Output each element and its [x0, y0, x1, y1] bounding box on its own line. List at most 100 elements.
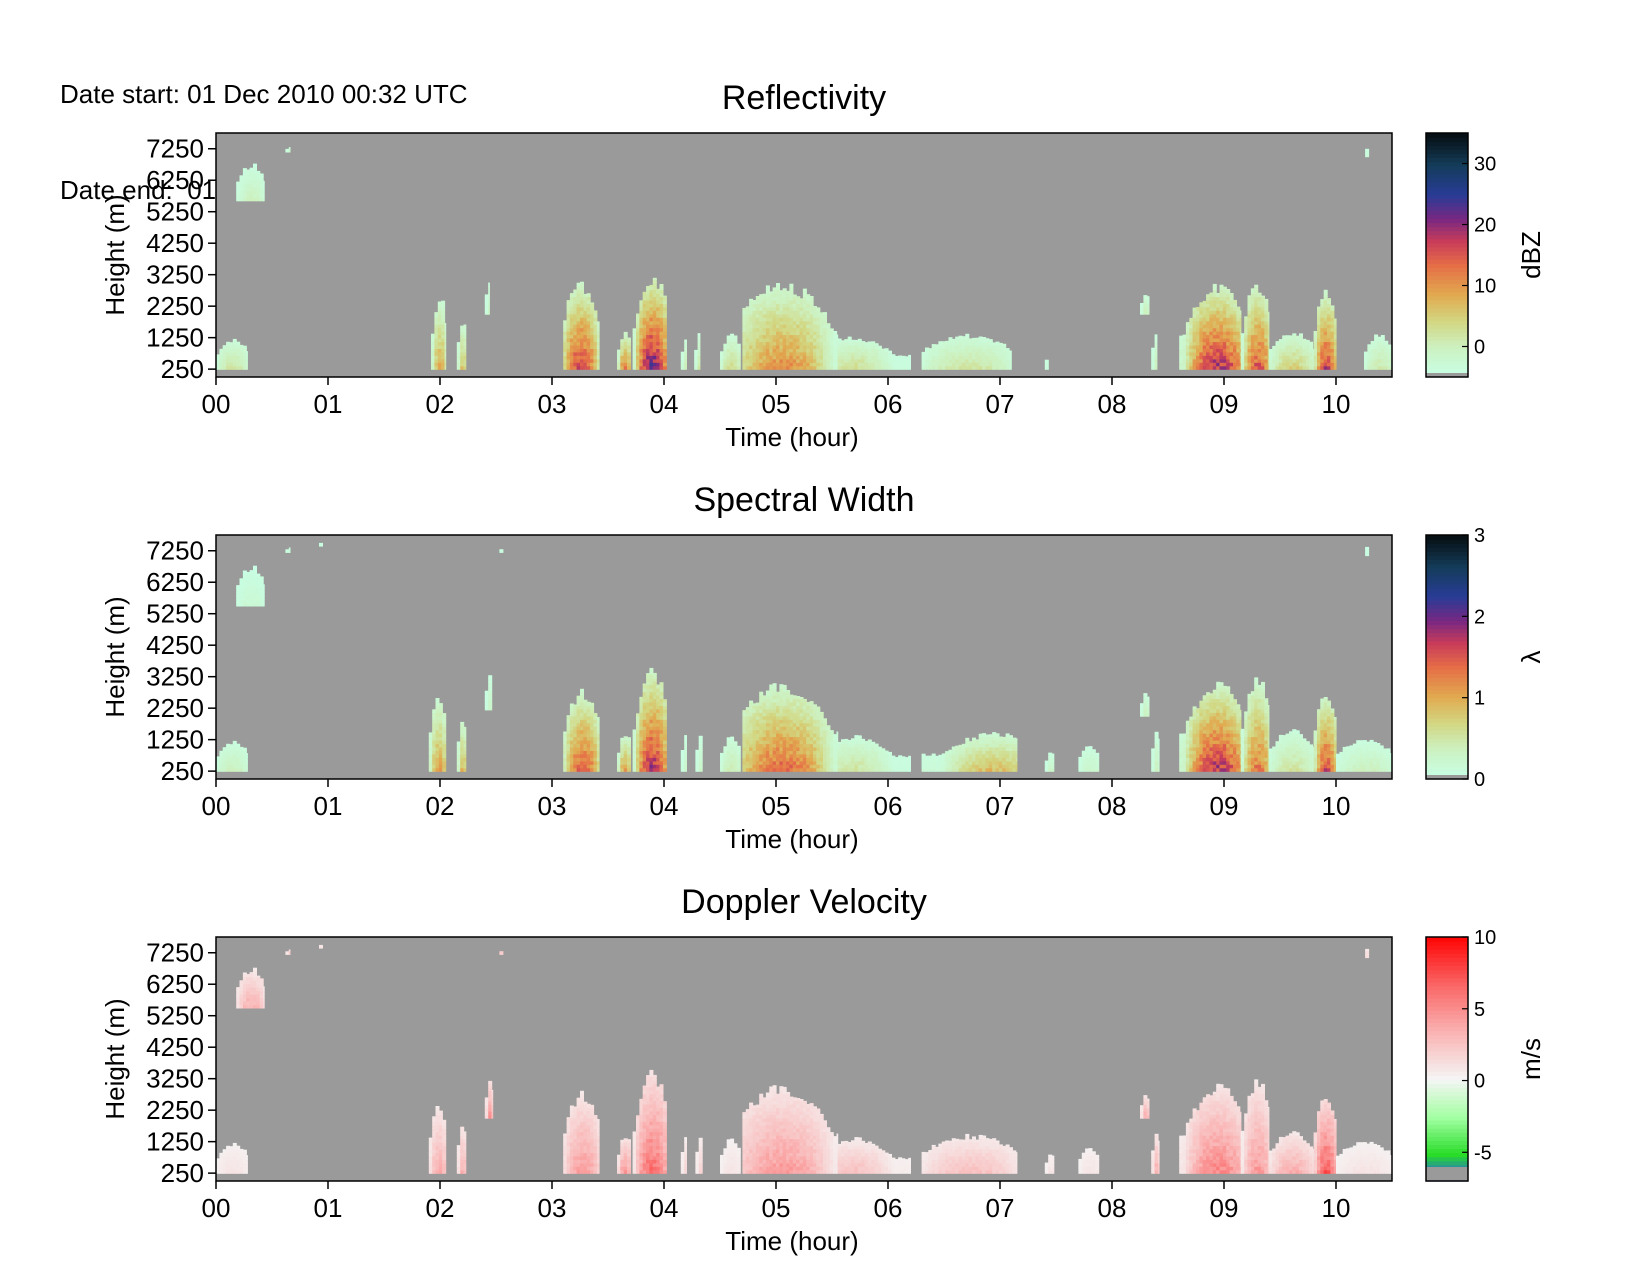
- echo-cell: [288, 547, 291, 550]
- echo-cell: [799, 726, 804, 731]
- echo-cell: [1185, 358, 1190, 363]
- echo-cell: [1189, 743, 1194, 748]
- colorbar-segment: [1426, 287, 1468, 293]
- echo-cell: [569, 750, 574, 755]
- echo-cell: [566, 767, 571, 772]
- echo-cell: [656, 705, 661, 710]
- echo-cell: [826, 351, 831, 356]
- echo-cell: [935, 365, 939, 370]
- echo-cell: [723, 746, 728, 751]
- echo-cell: [566, 362, 571, 367]
- echo-cell: [586, 708, 591, 713]
- echo-cell: [802, 348, 807, 353]
- echo-cell: [652, 344, 657, 349]
- echo-cell: [755, 760, 760, 765]
- echo-cell: [1236, 317, 1241, 322]
- echo-cell: [802, 733, 807, 738]
- echo-cell: [806, 365, 811, 370]
- echo-cell: [1267, 313, 1270, 318]
- echo-cell: [945, 344, 950, 349]
- echo-cell: [456, 753, 461, 758]
- echo-cell: [456, 741, 461, 744]
- colorbar-segment: [1426, 336, 1468, 341]
- echo-cell: [792, 757, 797, 762]
- echo-cell: [809, 736, 814, 741]
- echo-cell: [823, 362, 827, 367]
- echo-cell: [762, 293, 767, 297]
- echo-cell: [636, 365, 640, 370]
- echo-cell: [769, 310, 774, 315]
- echo-cell: [1209, 355, 1214, 360]
- echo-cell: [965, 737, 970, 741]
- echo-cell: [1196, 365, 1200, 370]
- echo-cell: [844, 358, 849, 363]
- echo-cell: [593, 313, 598, 318]
- echo-cell: [1209, 341, 1214, 346]
- echo-cell: [874, 767, 879, 772]
- echo-cell: [438, 705, 443, 710]
- echo-cell: [769, 358, 774, 363]
- echo-cell: [742, 338, 747, 343]
- echo-cell: [854, 365, 859, 370]
- echo-cell: [765, 690, 770, 693]
- echo-cell: [871, 760, 876, 765]
- echo-cell: [620, 339, 625, 343]
- echo-cell: [232, 348, 237, 353]
- echo-cell: [646, 348, 651, 353]
- echo-cell: [1323, 299, 1328, 304]
- echo-cell: [752, 351, 757, 356]
- echo-cell: [755, 317, 760, 322]
- echo-cell: [961, 746, 966, 751]
- echo-cell: [242, 186, 247, 191]
- echo-cell: [1154, 362, 1158, 367]
- echo-cell: [239, 585, 244, 590]
- echo-cell: [435, 733, 440, 738]
- echo-cell: [646, 708, 651, 713]
- echo-cell: [792, 341, 797, 346]
- echo-cell: [736, 757, 741, 762]
- echo-cell: [792, 698, 797, 703]
- echo-cell: [1209, 338, 1214, 343]
- echo-cell: [434, 327, 439, 332]
- echo-cell: [1151, 750, 1156, 755]
- echo-cell: [646, 715, 651, 720]
- echo-cell: [236, 197, 241, 202]
- echo-cell: [837, 365, 842, 370]
- echo-cell: [460, 351, 465, 356]
- echo-cell: [836, 348, 839, 353]
- echo-cell: [1154, 334, 1158, 339]
- echo-cell: [662, 310, 667, 315]
- echo-cell: [684, 743, 687, 748]
- echo-cell: [590, 331, 595, 336]
- echo-cell: [799, 358, 804, 363]
- echo-cell: [1154, 733, 1159, 738]
- echo-cell: [786, 746, 791, 751]
- echo-cell: [662, 733, 667, 738]
- echo-cell: [222, 351, 227, 356]
- echo-cell: [792, 348, 797, 353]
- echo-cell: [826, 327, 831, 332]
- echo-cell: [826, 753, 831, 758]
- echo-cell: [1250, 365, 1255, 370]
- echo-cell: [1254, 296, 1259, 301]
- echo-cell: [796, 712, 801, 717]
- echo-cell: [968, 365, 973, 370]
- echo-cell: [765, 286, 770, 291]
- echo-cell: [782, 362, 787, 367]
- echo-cell: [782, 743, 787, 748]
- echo-cell: [1292, 351, 1297, 356]
- colorbar-segment: [1426, 299, 1468, 305]
- echo-cell: [662, 719, 667, 724]
- echo-cell: [826, 355, 831, 360]
- echo-cell: [617, 757, 621, 762]
- echo-cell: [1247, 358, 1252, 363]
- echo-cell: [596, 722, 600, 727]
- echo-cell: [1302, 365, 1307, 370]
- echo-cell: [765, 344, 770, 349]
- echo-cell: [749, 338, 754, 343]
- echo-cell: [1209, 317, 1214, 322]
- echo-cell: [627, 348, 631, 353]
- echo-cell: [596, 331, 600, 336]
- echo-cell: [792, 294, 797, 297]
- echo-cell: [1143, 295, 1148, 298]
